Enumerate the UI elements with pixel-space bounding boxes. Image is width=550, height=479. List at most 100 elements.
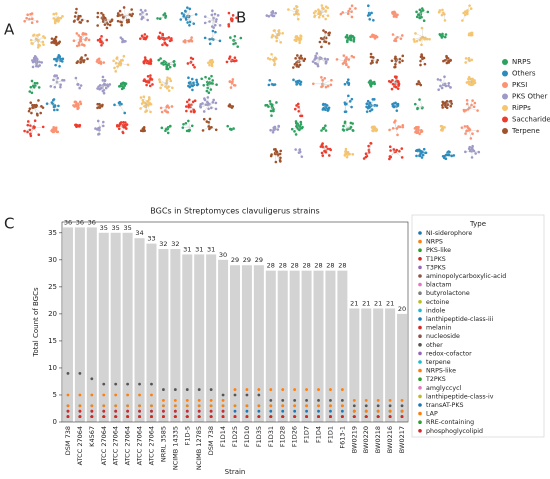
y-tick-label: 35 [48, 229, 57, 237]
network-node [31, 60, 35, 64]
type-dot [150, 409, 153, 413]
network-node [205, 120, 209, 123]
network-edge [320, 6, 327, 14]
value-label: 32 [159, 240, 167, 248]
network-node [96, 24, 99, 27]
network-node [101, 75, 105, 79]
type-dot [150, 415, 153, 418]
network-node [323, 57, 327, 61]
network-node [424, 151, 428, 155]
network-node [208, 81, 211, 84]
type-dot [126, 415, 130, 418]
type-dot [90, 377, 94, 381]
network-node [128, 13, 132, 16]
network-node [447, 82, 451, 85]
type-dot [269, 404, 273, 408]
network-node [400, 156, 404, 159]
network-node [168, 124, 172, 128]
network-edge [299, 107, 301, 116]
network-node [351, 35, 355, 38]
y-tick-label: 0 [53, 418, 57, 426]
network-node [366, 99, 370, 103]
network-node [419, 130, 423, 134]
network-node [37, 39, 40, 42]
network-node [444, 33, 448, 36]
network-node [440, 13, 444, 17]
type-dot [66, 371, 70, 375]
network-edge [79, 16, 88, 22]
network-node [396, 102, 400, 106]
bar [134, 238, 145, 422]
network-node [149, 74, 152, 77]
network-node [423, 62, 427, 66]
network-node [97, 133, 100, 136]
network-node [417, 125, 420, 129]
network-node [297, 109, 301, 113]
network-node [449, 99, 453, 103]
legend-swatch [502, 93, 508, 100]
network-edge [200, 104, 209, 107]
network-node [211, 9, 214, 13]
type-dot [114, 415, 118, 418]
network-node [428, 37, 431, 41]
network-node [184, 121, 188, 125]
network-node [114, 70, 117, 73]
network-node [181, 126, 185, 129]
network-node [100, 35, 103, 38]
type-dot [185, 404, 189, 408]
network-node [30, 79, 34, 83]
network-node [300, 126, 304, 130]
legend-swatch [418, 231, 422, 235]
network-node [122, 81, 125, 85]
network-node [367, 81, 371, 84]
network-node [465, 98, 469, 102]
network-node [96, 15, 99, 19]
type-dot [102, 382, 106, 386]
network-node [388, 155, 392, 158]
legend-swatch [418, 334, 422, 339]
network-node [415, 82, 419, 86]
bar [361, 308, 372, 422]
network-node [422, 19, 426, 23]
network-node [127, 20, 130, 24]
network-node [103, 16, 107, 20]
network-node [346, 39, 349, 42]
network-node [321, 103, 325, 106]
network-node [72, 39, 76, 42]
type-dot [126, 409, 130, 413]
network-node [61, 60, 64, 63]
type-dot [317, 404, 320, 408]
network-node [272, 29, 276, 32]
network-node [464, 61, 467, 64]
type-dot [245, 409, 249, 413]
network-node [419, 83, 423, 87]
network-node [209, 60, 212, 64]
network-node [144, 9, 147, 12]
network-node [52, 17, 56, 20]
network-node [341, 11, 345, 14]
network-node [186, 62, 190, 65]
network-node [56, 130, 60, 134]
network-node [448, 150, 451, 154]
network-node [146, 18, 150, 22]
legend-label: RiPPs [512, 104, 531, 112]
network-node [211, 100, 215, 104]
network-edge [415, 33, 424, 37]
network-node [39, 111, 43, 115]
network-node [375, 61, 379, 64]
network-node [211, 79, 214, 82]
network-node [321, 78, 324, 82]
legend-label: NI-siderophore [426, 230, 472, 237]
network-node [232, 127, 235, 130]
network-node [294, 121, 298, 125]
network-node [364, 155, 368, 159]
network-node [298, 41, 301, 45]
x-tick-label: BW0220 [362, 426, 370, 453]
legend-label: melanin [426, 325, 451, 332]
network-node [123, 111, 127, 115]
value-label: 31 [195, 245, 203, 253]
network-node [96, 87, 99, 90]
network-node [75, 7, 78, 11]
network-node [145, 83, 148, 87]
network-node [203, 21, 207, 25]
